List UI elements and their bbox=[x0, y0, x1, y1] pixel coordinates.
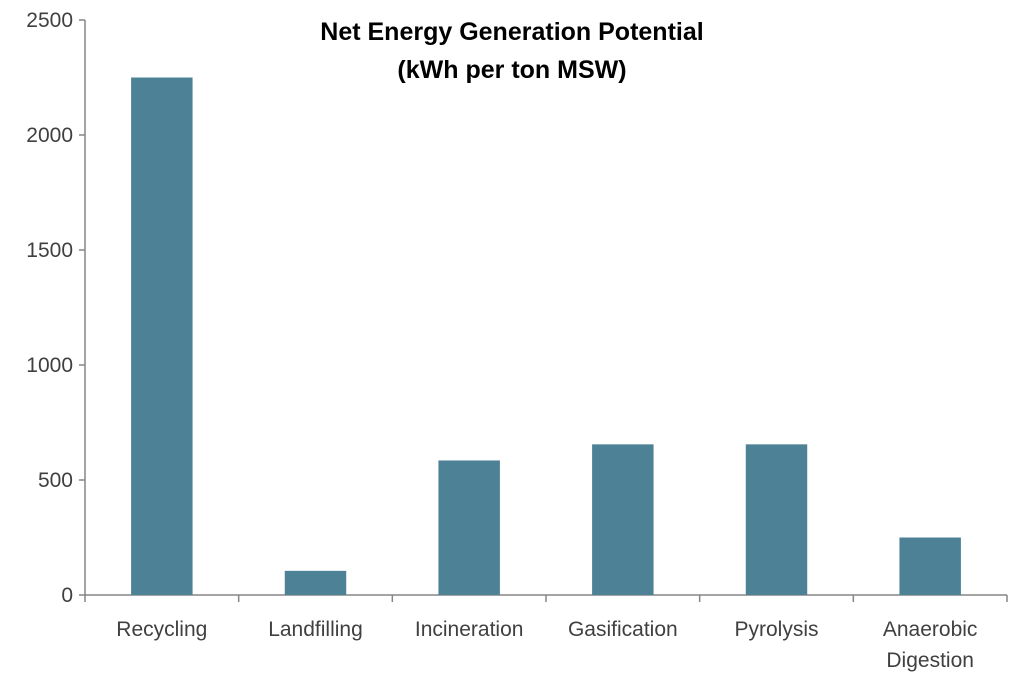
bar-gasification bbox=[592, 444, 654, 595]
bar-pyrolysis bbox=[745, 444, 808, 595]
bar-landfilling bbox=[284, 570, 347, 595]
bar-recycling bbox=[131, 77, 193, 595]
x-category-label: Anaerobic bbox=[883, 618, 978, 641]
chart-subtitle: (kWh per ton MSW) bbox=[397, 56, 626, 84]
bars bbox=[131, 77, 961, 595]
y-tick-label: 2000 bbox=[26, 124, 73, 147]
chart-title-line-1: Net Energy Generation Potential bbox=[320, 18, 703, 46]
y-tick-label: 1000 bbox=[26, 354, 73, 377]
x-category-label: Recycling bbox=[116, 618, 207, 641]
x-category-label: Incineration bbox=[415, 618, 524, 641]
bar-incineration bbox=[438, 460, 500, 595]
y-tick-label: 0 bbox=[61, 584, 73, 607]
y-axis: 0 500 1000 1500 2000 2500 bbox=[26, 9, 86, 607]
x-category-label: Landfilling bbox=[268, 618, 363, 641]
y-tick-label: 1500 bbox=[26, 239, 73, 262]
y-tick-label: 2500 bbox=[26, 9, 73, 32]
x-category-label: Pyrolysis bbox=[734, 618, 818, 641]
chart-title: Net Energy Generation Potential (kWh per… bbox=[320, 18, 703, 84]
x-category-label: Digestion bbox=[886, 649, 974, 672]
x-category-label: Gasification bbox=[568, 618, 678, 641]
x-axis bbox=[84, 594, 1008, 602]
category-labels: Recycling Landfilling Incineration Gasifica… bbox=[116, 618, 977, 672]
bar-anaerobic-digestion bbox=[899, 537, 961, 595]
y-tick-label: 500 bbox=[38, 469, 73, 492]
